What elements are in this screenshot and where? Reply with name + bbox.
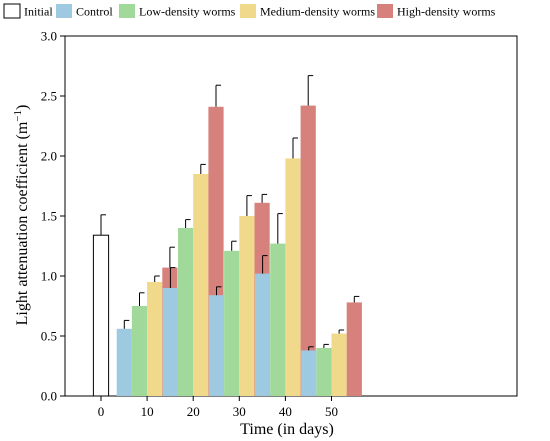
legend-label: Control bbox=[76, 5, 113, 19]
x-tick-label: 50 bbox=[325, 404, 338, 419]
bar-control-day-30 bbox=[208, 295, 225, 396]
bar-high-density-worms-day-40 bbox=[300, 105, 316, 396]
x-tick-label: 40 bbox=[279, 404, 292, 419]
bar-control-day-20 bbox=[162, 288, 178, 396]
y-axis-title: Light attenuation coefficient (m−1) bbox=[12, 105, 31, 326]
legend: Initial Control Low-density worms Medium-de… bbox=[3, 3, 496, 19]
y-tick-label: 1.0 bbox=[41, 269, 57, 284]
bar-control-day-10 bbox=[116, 328, 132, 396]
bar-low-density-worms-day-20 bbox=[178, 228, 194, 396]
bar-medium-density-worms-day-40 bbox=[285, 158, 301, 396]
x-tick-label: 20 bbox=[187, 404, 200, 419]
bar-medium-density-worms-day-10 bbox=[147, 282, 163, 396]
y-tick-label: 0.5 bbox=[41, 329, 57, 344]
bar-low-density-worms-day-10 bbox=[131, 306, 148, 396]
legend-label: Initial bbox=[24, 5, 53, 19]
legend-label: High-density worms bbox=[397, 5, 496, 19]
y-axis-title-text: Light attenuation coefficient (m bbox=[14, 121, 31, 325]
bar-medium-density-worms-day-20 bbox=[193, 174, 209, 396]
bar-low-density-worms-day-30 bbox=[224, 250, 240, 396]
legend-swatch-medium-density-worms bbox=[240, 4, 256, 18]
bar-control-day-40 bbox=[255, 273, 271, 396]
x-tick-label: 0 bbox=[98, 404, 105, 419]
legend-swatch-low-density-worms bbox=[119, 4, 135, 18]
y-tick-label: 2.0 bbox=[41, 149, 57, 164]
plot-area bbox=[64, 35, 518, 397]
legend-swatch-control bbox=[56, 4, 72, 18]
y-tick-label: 0.0 bbox=[41, 389, 57, 404]
bar-control-day-50 bbox=[301, 350, 317, 396]
x-axis-title: Time (in days) bbox=[240, 421, 334, 438]
bar-initial-day-0 bbox=[92, 234, 110, 397]
legend-label: Low-density worms bbox=[139, 5, 236, 19]
y-axis-title-close: ) bbox=[14, 105, 31, 110]
x-tick-label: 10 bbox=[141, 404, 154, 419]
x-axis: 0 10 20 30 40 50 bbox=[98, 396, 338, 419]
y-tick-label: 3.0 bbox=[41, 29, 57, 44]
bar-medium-density-worms-day-50 bbox=[331, 333, 347, 396]
y-tick-label: 2.5 bbox=[41, 89, 57, 104]
bar-medium-density-worms-day-30 bbox=[239, 216, 255, 396]
y-axis: 0.0 0.5 1.0 1.5 2.0 2.5 3.0 bbox=[41, 29, 65, 404]
x-tick-label: 30 bbox=[233, 404, 246, 419]
legend-swatch-initial bbox=[3, 3, 21, 19]
bar-low-density-worms-day-40 bbox=[270, 243, 286, 396]
y-axis-title-superscript: −1 bbox=[12, 110, 24, 122]
bar-high-density-worms-day-50 bbox=[346, 302, 362, 396]
bar-low-density-worms-day-50 bbox=[316, 348, 332, 396]
legend-swatch-high-density-worms bbox=[377, 4, 393, 18]
legend-label: Medium-density worms bbox=[260, 5, 375, 19]
y-tick-label: 1.5 bbox=[41, 209, 57, 224]
